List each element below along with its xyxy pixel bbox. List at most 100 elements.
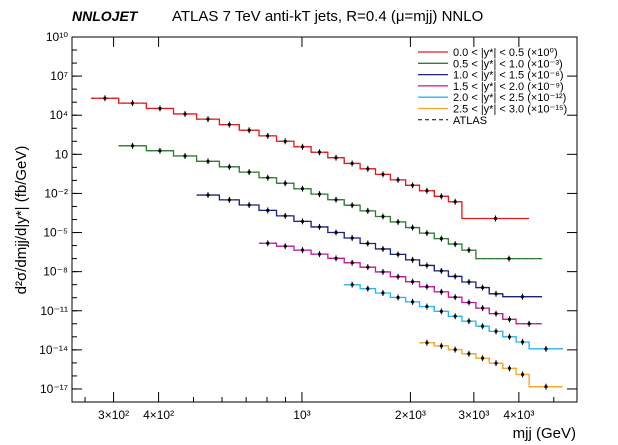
atlas-point [527, 322, 531, 326]
atlas-point [158, 149, 162, 153]
atlas-point [381, 270, 385, 274]
atlas-point [206, 193, 210, 197]
atlas-point [396, 295, 400, 300]
x-tick-label: 3×10² [98, 408, 129, 422]
atlas-point [227, 198, 231, 202]
atlas-point [317, 252, 322, 256]
atlas-point [425, 263, 429, 268]
atlas-point [410, 183, 415, 187]
atlas-point [507, 257, 511, 261]
atlas-point [480, 306, 485, 310]
atlas-point [381, 172, 385, 176]
atlas-point [130, 144, 135, 148]
series-2 [196, 192, 543, 300]
atlas-point [520, 340, 525, 344]
atlas-point [425, 285, 429, 289]
atlas-point [507, 335, 512, 339]
atlas-point [283, 139, 287, 143]
atlas-point [467, 300, 471, 305]
x-tick-label: 2×10³ [395, 408, 426, 422]
atlas-point [544, 385, 548, 389]
atlas-point [317, 150, 322, 154]
atlas-point [183, 154, 187, 158]
atlas-point [366, 209, 370, 213]
legend: 0.0 < |y*| < 0.5 (×10⁰)0.5 < |y*| < 1.0 … [418, 47, 567, 127]
y-tick-label: 10⁻¹¹ [40, 304, 68, 318]
atlas-point [103, 96, 107, 100]
atlas-point [544, 347, 548, 351]
atlas-point [467, 280, 471, 284]
atlas-point [366, 265, 370, 269]
atlas-point [453, 295, 457, 299]
atlas-point [439, 344, 443, 348]
y-tick-label: 10⁻² [44, 186, 68, 200]
series-4 [344, 281, 563, 352]
y-tick-label: 10⁴ [49, 108, 68, 122]
atlas-point [467, 319, 471, 323]
atlas-point [494, 312, 498, 316]
atlas-point [493, 216, 498, 221]
x-tick-label: 3×10³ [458, 408, 489, 422]
x-axis-label: mjj (GeV) [513, 425, 576, 442]
atlas-point [439, 194, 443, 198]
atlas-point [227, 165, 231, 169]
series-1 [118, 142, 543, 262]
atlas-point [453, 347, 457, 352]
atlas-point [453, 274, 457, 279]
atlas-point [130, 101, 135, 105]
y-tick-label: 10⁻¹⁴ [39, 343, 68, 357]
atlas-point [227, 123, 231, 127]
atlas-point [520, 295, 525, 299]
y-tick-label: 10⁻¹⁷ [40, 382, 68, 396]
atlas-point [425, 341, 429, 345]
atlas-point [494, 292, 498, 296]
legend-label: 2.0 < |y*| < 2.5 (×10⁻¹²) [453, 92, 566, 104]
legend-label: 2.5 < |y*| < 3.0 (×10⁻¹⁵) [453, 104, 567, 116]
atlas-point [266, 176, 270, 180]
atlas-point [266, 208, 270, 212]
y-tick-label: 10 [55, 147, 69, 161]
brand-label: NNLOJET [72, 8, 139, 24]
atlas-point [334, 198, 338, 202]
atlas-point [266, 134, 270, 138]
atlas-point [494, 361, 498, 365]
atlas-point [381, 247, 385, 251]
atlas-point [467, 352, 471, 356]
atlas-point [439, 309, 443, 313]
atlas-point [158, 106, 162, 111]
atlas-point [283, 214, 287, 218]
legend-label: 1.0 < |y*| < 1.5 (×10⁻⁶) [453, 70, 564, 82]
atlas-point [480, 324, 485, 328]
legend-label: 0.5 < |y*| < 1.0 (×10⁻³) [453, 58, 563, 70]
y-tick-label: 10⁻⁵ [43, 226, 68, 240]
atlas-point [350, 203, 354, 207]
legend-label: 0.0 < |y*| < 0.5 (×10⁰) [453, 47, 558, 59]
atlas-point [247, 170, 251, 174]
series-3 [259, 240, 543, 327]
atlas-point [439, 237, 443, 241]
atlas-point [467, 248, 471, 252]
atlas-point [396, 275, 400, 279]
atlas-point [350, 236, 354, 240]
legend-label-atlas: ATLAS [453, 115, 487, 127]
chart-title: ATLAS 7 TeV anti-kT jets, R=0.4 (μ=mjj) … [172, 8, 483, 25]
nnlo-histogram [344, 284, 563, 350]
atlas-histogram [118, 145, 543, 260]
y-axis-label: d²σ/dmjj/d|y*| (fb/GeV) [13, 146, 30, 295]
x-tick-label: 4×10² [143, 408, 174, 422]
atlas-point [453, 242, 457, 246]
atlas-point [300, 219, 305, 223]
atlas-point [480, 285, 485, 290]
atlas-point [334, 230, 338, 235]
atlas-point [317, 192, 322, 196]
atlas-point [396, 220, 400, 224]
x-tick-label: 4×10³ [503, 408, 534, 422]
atlas-point [247, 203, 251, 207]
atlas-point [334, 256, 338, 260]
atlas-point [317, 225, 322, 229]
y-tick-label: 10¹⁰ [46, 30, 68, 44]
legend-label: 1.5 < |y*| < 2.0 (×10⁻⁹) [453, 81, 564, 93]
atlas-point [425, 304, 429, 309]
atlas-point [334, 156, 338, 160]
